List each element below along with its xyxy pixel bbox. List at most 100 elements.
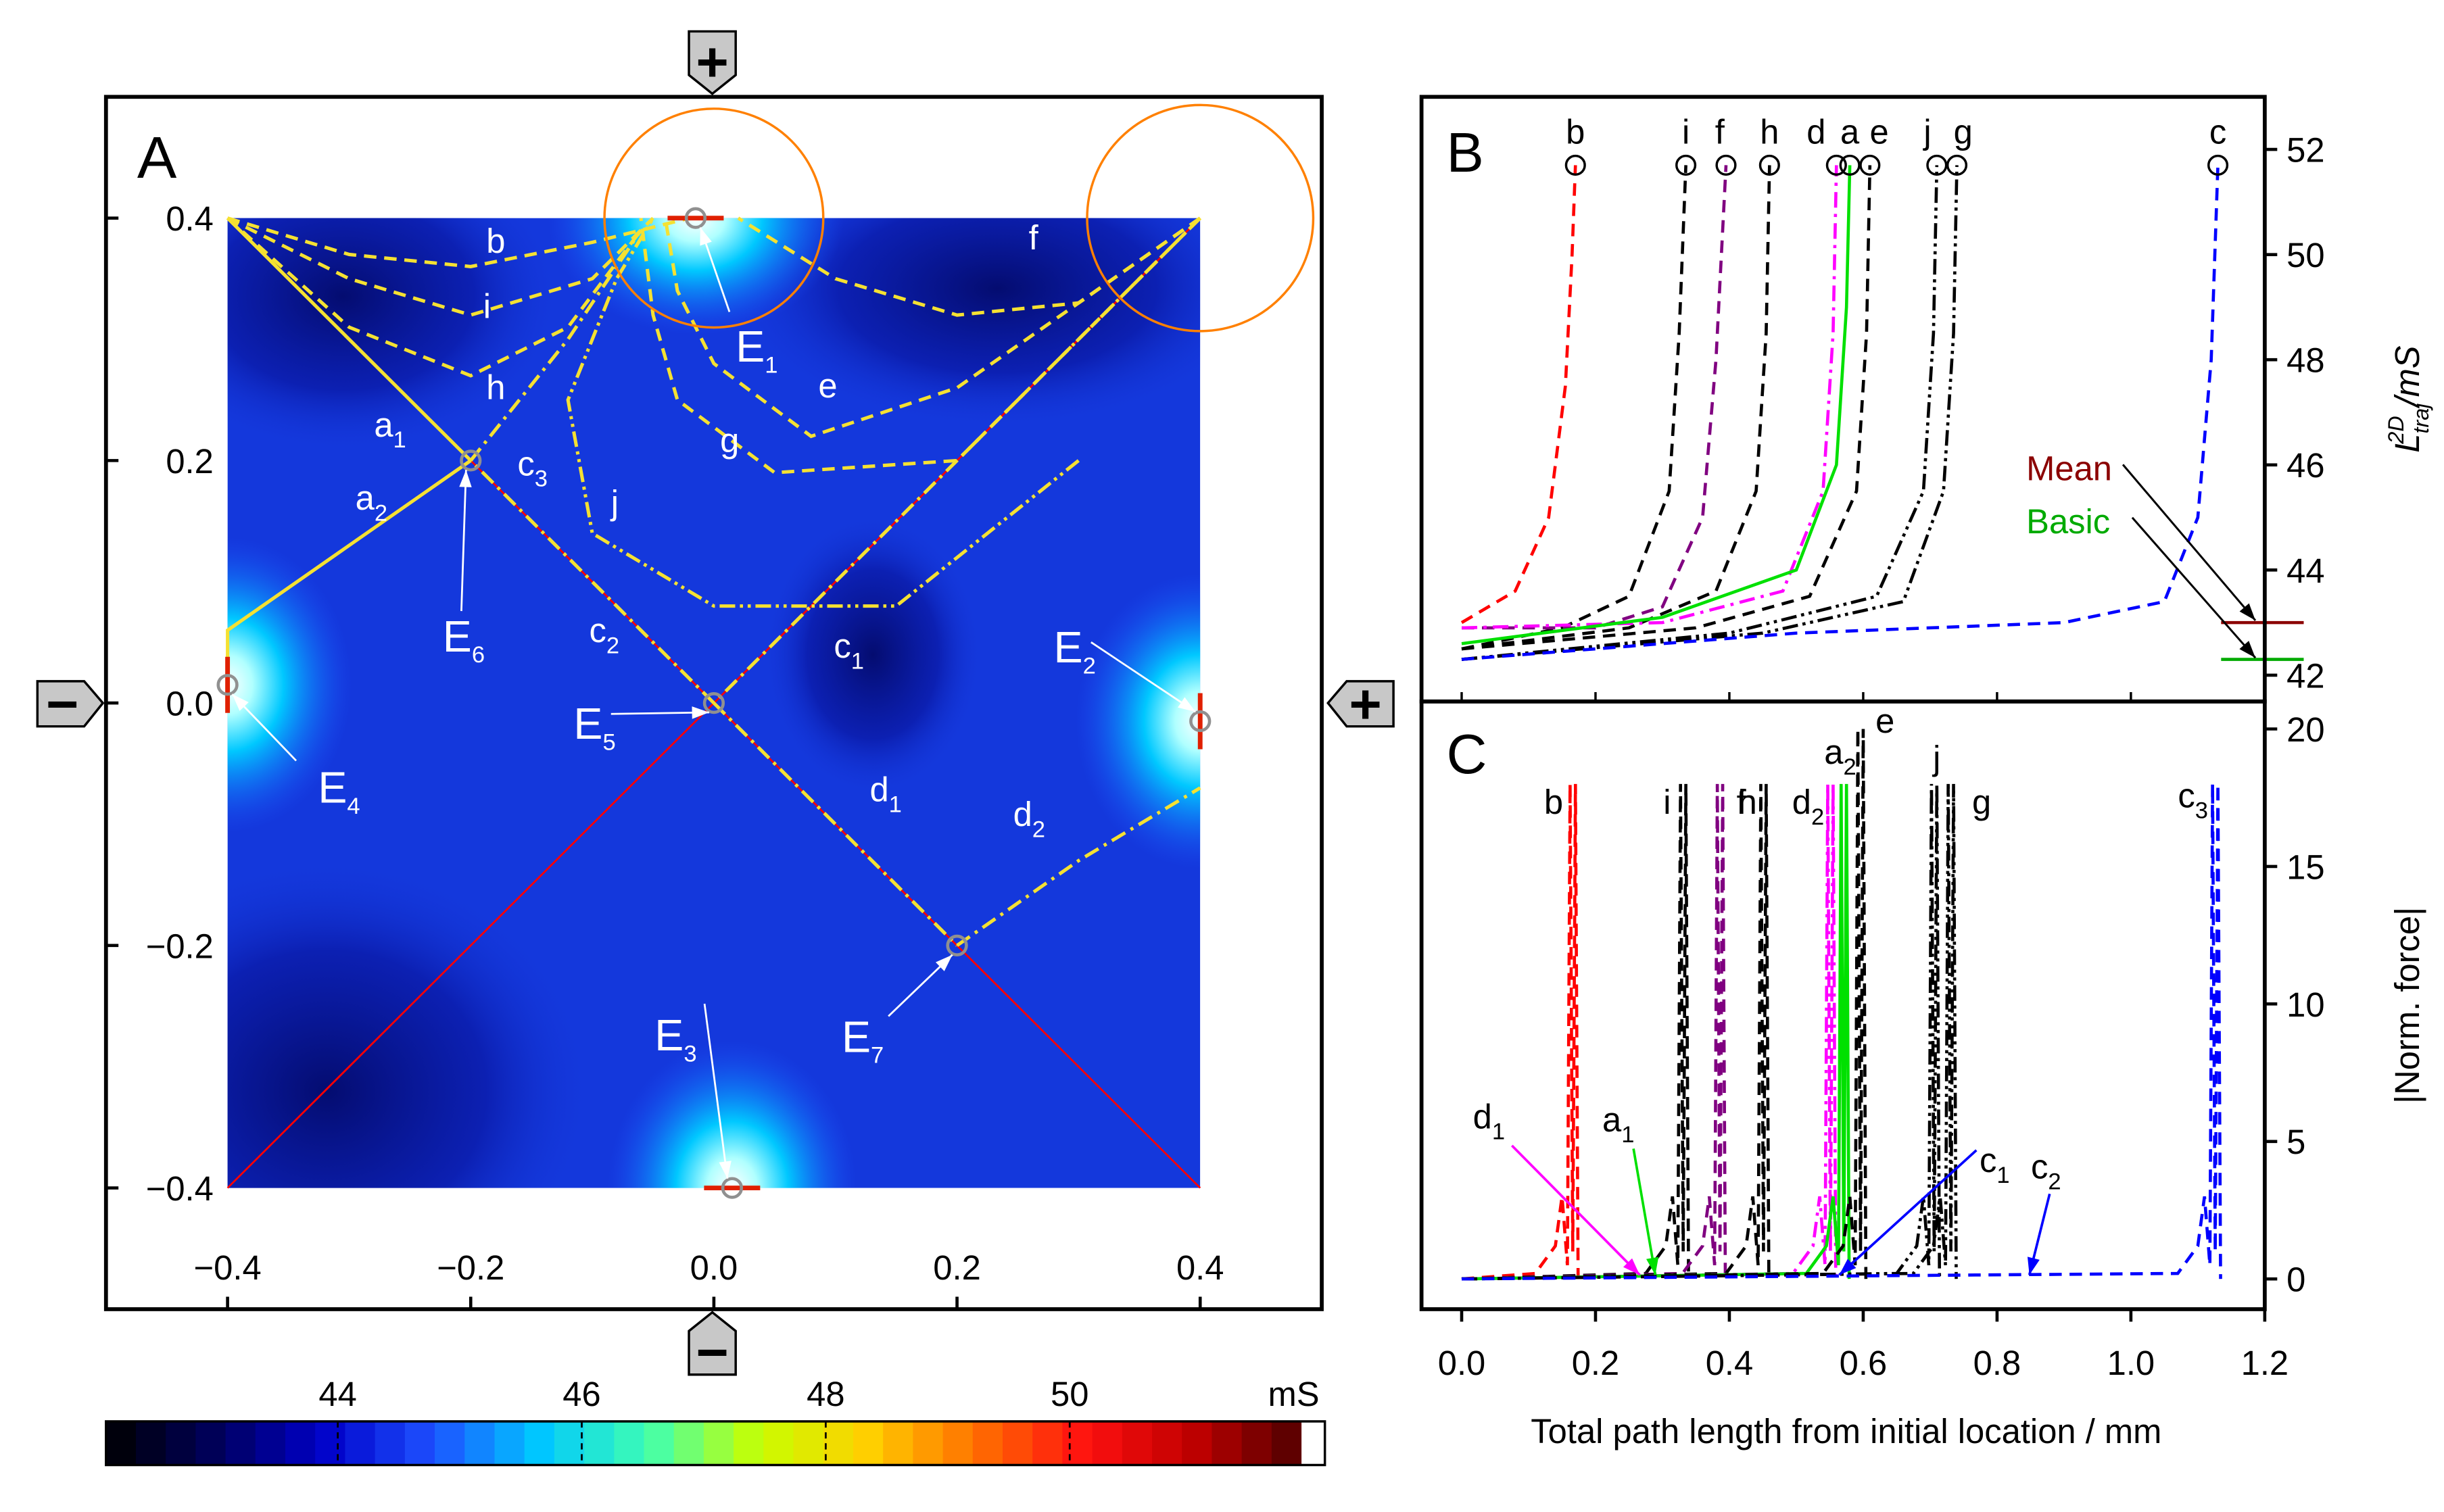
trajectory-label: a1	[374, 406, 406, 453]
trajectory	[737, 216, 1201, 317]
x-tick-label: 1.2	[2241, 1344, 2289, 1382]
point-label-text: E	[736, 322, 765, 371]
colorbar-step	[883, 1421, 914, 1465]
series-label: e	[1870, 112, 1889, 151]
colorbar-step	[1182, 1421, 1213, 1465]
colorbar-step	[972, 1421, 1004, 1465]
series-line	[1461, 165, 1959, 661]
trajectory-label-text: d	[869, 770, 888, 808]
colorbar-step	[1241, 1421, 1273, 1465]
trajectory	[663, 216, 1201, 439]
colorbar-step	[195, 1421, 226, 1465]
trajectory-label: e	[818, 366, 837, 405]
series-label-sub: 2	[1843, 754, 1856, 780]
arrow-line	[2122, 464, 2257, 621]
colorbar-unit: mS	[1268, 1375, 1320, 1413]
y-tick-label: 0.4	[166, 199, 214, 238]
colorbar-end	[1301, 1421, 1325, 1465]
x-tick-label: 0.2	[1572, 1344, 1620, 1382]
colorbar-step	[1122, 1421, 1153, 1465]
colorbar-step	[166, 1421, 197, 1465]
arrow-head	[2027, 1257, 2040, 1275]
electrode-sign: −	[696, 1321, 728, 1384]
annotation-label-text: c	[1980, 1141, 1996, 1179]
colorbar-step	[853, 1421, 884, 1465]
arrow-head	[2239, 603, 2256, 620]
series-label: i	[1682, 112, 1690, 151]
series-line	[1461, 783, 2222, 1281]
series-label-text: b	[1544, 783, 1563, 821]
reference-label: Mean	[2026, 449, 2112, 487]
trajectory-label: g	[720, 421, 739, 460]
highlight-circle	[603, 107, 825, 329]
series-line	[1461, 783, 1838, 1281]
colorbar-step	[1062, 1421, 1093, 1465]
x-tick-label: 0.4	[1706, 1344, 1754, 1382]
colorbar-step	[285, 1421, 316, 1465]
equilibrium-point	[1189, 710, 1212, 733]
end-marker	[1715, 154, 1737, 176]
y-axis-label-symbol: L	[2388, 434, 2426, 453]
arrow-line	[703, 1003, 729, 1179]
equilibrium-point	[702, 691, 725, 714]
colorbar-step	[404, 1421, 436, 1465]
point-label-sub: 3	[684, 1041, 696, 1067]
x-tick-label: 0.2	[933, 1248, 981, 1287]
colorbar-step	[255, 1421, 287, 1465]
trajectory-label-text: i	[483, 287, 491, 326]
y-tick-label: 5	[2286, 1123, 2305, 1161]
trajectory-label-text: c	[517, 445, 534, 483]
arrow-head	[719, 1161, 732, 1179]
series-line	[1461, 165, 1939, 661]
y-axis-label: Ltraj2D/mS	[2384, 345, 2433, 453]
series-line	[1461, 783, 1580, 1281]
colorbar-step	[494, 1421, 525, 1465]
series-label-text: h	[1738, 783, 1757, 821]
series-label-text: g	[1972, 783, 1991, 821]
point-label-text: E	[318, 764, 347, 812]
annotation-label: c1	[1980, 1141, 2010, 1188]
y-tick-label: 0	[2286, 1261, 2305, 1299]
trajectory-label: d2	[1013, 795, 1045, 842]
y-tick-label: 48	[2286, 341, 2324, 380]
arrow-head	[1839, 1259, 1856, 1275]
series-label: j	[1932, 739, 1940, 777]
y-tick-label: 52	[2286, 131, 2324, 170]
point-label-sub: 6	[472, 642, 485, 668]
point-label-text: E	[654, 1011, 684, 1060]
series-label-text: f	[1737, 783, 1747, 821]
colorbar-step	[913, 1421, 944, 1465]
arrow-line	[1511, 1144, 1641, 1276]
trajectory-label-sub: 3	[535, 466, 548, 492]
series-label: d2	[1792, 783, 1824, 830]
trajectory-label-text: e	[818, 366, 837, 405]
trajectory-label-text: a	[356, 479, 375, 517]
end-marker	[1758, 154, 1780, 176]
series-label-text: e	[1875, 702, 1894, 740]
point-label-sub: 4	[347, 794, 360, 819]
annotation-label: c2	[2031, 1147, 2061, 1194]
trajectory-label-text: c	[589, 611, 606, 650]
y-tick-label: 20	[2286, 710, 2324, 749]
annotation-label: a1	[1602, 1100, 1634, 1148]
colorbar-step	[464, 1421, 496, 1465]
series-label: a	[1840, 112, 1860, 151]
trajectory-label: a2	[356, 479, 387, 526]
arrow-head	[459, 470, 472, 487]
arrow-head	[2239, 641, 2256, 658]
point-label: E7	[842, 1013, 884, 1069]
series-label: c	[2209, 112, 2226, 151]
arrow-head	[232, 694, 249, 711]
annotation-label-text: c	[2031, 1147, 2048, 1186]
series-line	[1461, 165, 1852, 645]
trajectory-label-sub: 2	[606, 633, 619, 658]
electrode	[36, 680, 105, 728]
contour-spot	[1075, 573, 1201, 869]
y-tick-label: 10	[2286, 985, 2324, 1024]
annotation-label-text: d	[1473, 1098, 1492, 1136]
series-label: i	[1663, 783, 1671, 821]
annotation-label-text: a	[1602, 1100, 1622, 1139]
axis-box	[1419, 95, 2267, 704]
point-label-sub: 1	[765, 352, 777, 378]
